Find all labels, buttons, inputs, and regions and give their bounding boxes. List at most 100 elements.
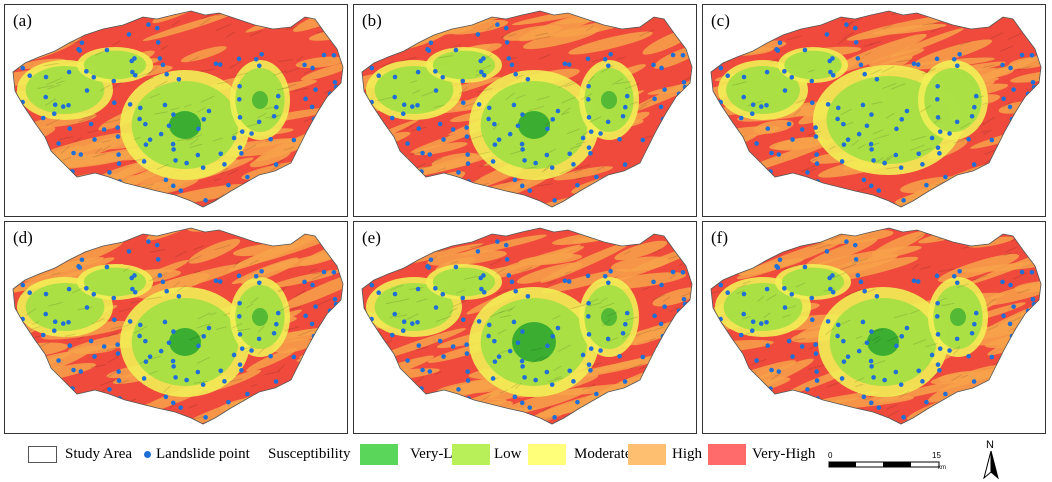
landslide-point	[382, 345, 388, 350]
landslide-point	[904, 325, 910, 331]
landslide-point	[116, 152, 121, 157]
susceptibility-map	[361, 227, 693, 425]
landslide-point	[973, 93, 979, 99]
landslide-point	[916, 368, 922, 374]
landslide-point	[201, 334, 207, 339]
landslide-point	[893, 152, 899, 158]
landslide-point	[464, 351, 470, 356]
landslide-point	[645, 380, 651, 386]
landslide-point	[303, 313, 308, 319]
landslide-point	[761, 177, 766, 183]
landslide-point	[245, 174, 250, 180]
landslide-point	[811, 236, 817, 242]
landslide-point	[217, 279, 223, 284]
landslide-point	[419, 169, 424, 174]
landslide-point	[66, 319, 71, 325]
landslide-point	[321, 52, 327, 58]
landslide-point	[376, 290, 382, 296]
landslide-point	[84, 286, 89, 291]
landslide-point	[237, 97, 242, 102]
landslide-point	[852, 242, 858, 248]
landslide-point	[721, 195, 727, 201]
landslide-point	[173, 158, 178, 163]
landslide-point	[33, 155, 39, 160]
landslide-point	[1031, 106, 1037, 112]
landslide-point	[937, 368, 942, 373]
landslide-point	[642, 408, 648, 414]
landslide-point	[401, 186, 407, 192]
landslide-point	[52, 102, 58, 107]
landslide-point	[731, 155, 737, 160]
landslide-point	[477, 195, 483, 201]
landslide-point	[137, 116, 142, 122]
landslide-point	[911, 278, 917, 284]
landslide-point	[519, 183, 525, 189]
landslide-point	[1031, 323, 1037, 329]
landslide-point	[815, 405, 821, 410]
susceptibility-map	[710, 227, 1042, 425]
landslide-point	[166, 123, 172, 129]
landslide-point	[427, 152, 433, 157]
landslide-point	[237, 362, 243, 367]
landslide-point	[924, 182, 929, 188]
landslide-point	[1004, 388, 1010, 393]
landslide-point	[178, 405, 184, 410]
landslide-point	[765, 343, 771, 348]
landslide-point	[309, 104, 315, 110]
landslide-point	[60, 321, 66, 326]
study-area-swatch	[28, 446, 57, 463]
landslide-point	[395, 264, 401, 270]
landslide-point	[287, 194, 292, 199]
landslide-point	[107, 387, 112, 392]
landslide-point	[519, 358, 525, 364]
landslide-point	[741, 94, 747, 100]
landslide-point	[743, 375, 749, 380]
landslide-point	[845, 354, 851, 359]
landslide-point	[544, 152, 550, 158]
landslide-point	[868, 141, 874, 147]
landslide-point	[415, 319, 420, 325]
landslide-point	[420, 367, 425, 373]
landslide-point	[456, 387, 461, 392]
landslide-point	[256, 63, 262, 69]
landslide-point	[313, 87, 318, 92]
landslide-point	[949, 408, 955, 414]
landslide-point	[522, 158, 527, 163]
landslide-point	[66, 286, 72, 292]
landslide-point	[623, 321, 628, 327]
landslide-point	[495, 239, 500, 244]
landslide-point	[392, 94, 398, 100]
landslide-point	[43, 74, 49, 80]
landslide-point	[414, 21, 420, 27]
landslide-point	[1007, 321, 1013, 327]
landslide-point	[170, 183, 176, 189]
landslide-point	[412, 394, 417, 400]
landslide-point	[116, 161, 122, 166]
landslide-point	[864, 340, 870, 346]
susceptibility-map	[12, 10, 344, 208]
landslide-point	[957, 51, 962, 57]
landslide-point	[869, 364, 874, 369]
landslide-point	[196, 343, 201, 349]
landslide-point	[985, 194, 990, 199]
landslide-point	[91, 189, 96, 195]
landslide-point	[904, 108, 910, 114]
landslide-point	[392, 291, 398, 297]
landslide-point	[147, 354, 153, 359]
landslide-point	[844, 239, 849, 244]
landslide-point	[818, 185, 824, 190]
landslide-point	[861, 177, 867, 183]
landslide-point	[274, 104, 279, 110]
landslide-point	[594, 391, 599, 397]
landslide-point	[88, 23, 94, 29]
landslide-point	[160, 279, 166, 285]
landslide-point	[319, 386, 325, 392]
landslide-point	[824, 32, 830, 37]
landslide-point	[566, 62, 572, 67]
landslide-point	[43, 390, 49, 396]
landslide-point	[786, 121, 792, 127]
landslide-point	[283, 176, 289, 181]
landslide-point	[115, 125, 120, 130]
landslide-point	[310, 65, 315, 71]
landslide-point	[130, 69, 135, 75]
